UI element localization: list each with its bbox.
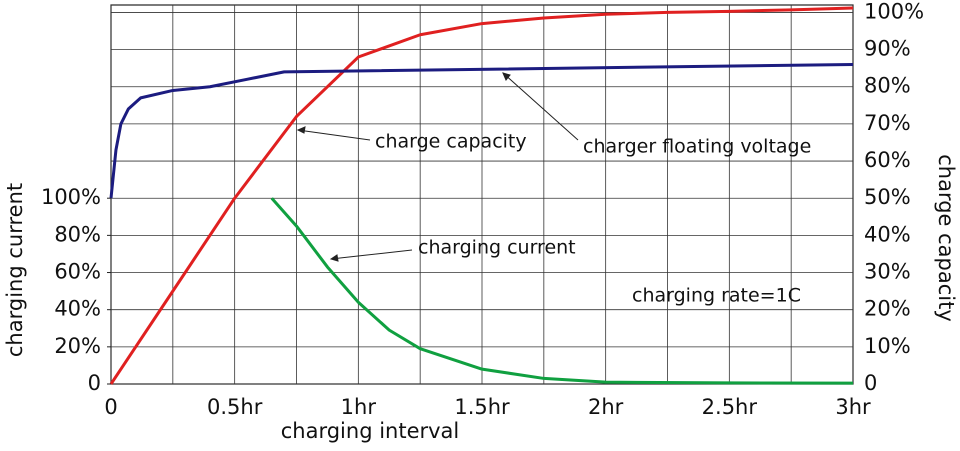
lines — [109, 6, 854, 385]
y-tick-label: 0 — [88, 371, 101, 395]
y-tick-label: 40% — [54, 297, 101, 321]
series-line — [109, 62, 854, 199]
y-tick-label: 60% — [54, 260, 101, 284]
y2-tick-label: 100% — [864, 0, 924, 23]
arrow — [502, 72, 579, 141]
y2-tick-label: 30% — [864, 260, 911, 284]
x-tick-label: 0 — [104, 395, 117, 419]
grid — [110, 5, 854, 385]
y2-tick-label: 60% — [864, 148, 911, 172]
annotation: charge capacity — [375, 131, 527, 153]
y2-tick-label: 10% — [864, 334, 911, 358]
annotation-arrows — [296, 72, 579, 262]
annotation: charging rate=1C — [632, 285, 801, 307]
x-axis-title: charging interval — [281, 419, 460, 443]
y-tick-label: 100% — [41, 185, 101, 209]
y2-tick-label: 40% — [864, 222, 911, 246]
y2-tick-label: 90% — [864, 37, 911, 61]
annotation: charging current — [418, 237, 576, 259]
y2-tick-label: 70% — [864, 111, 911, 135]
y2-axis-title: charge capacity — [934, 154, 958, 322]
y-axis-title: charging current — [3, 183, 27, 357]
x-tick-label: 1.5hr — [454, 395, 510, 419]
series-line — [109, 6, 854, 385]
arrow — [297, 129, 371, 141]
y2-tick-label: 80% — [864, 74, 911, 98]
arrow — [330, 249, 413, 260]
arrowhead — [329, 254, 339, 262]
series-line — [270, 197, 854, 385]
y-tick-label: 80% — [54, 222, 101, 246]
annotation: charger floating voltage — [583, 136, 811, 158]
x-tick-label: 2.5hr — [702, 395, 758, 419]
x-tick-label: 0.5hr — [207, 395, 263, 419]
x-tick-label: 3hr — [835, 395, 871, 419]
y2-tick-label: 0 — [864, 371, 877, 395]
y-tick-label: 20% — [54, 334, 101, 358]
y2-tick-label: 20% — [864, 297, 911, 321]
arrowhead — [296, 126, 306, 134]
x-tick-label: 1hr — [341, 395, 377, 419]
arrowhead — [502, 72, 511, 81]
y2-tick-label: 50% — [864, 185, 911, 209]
x-tick-label: 2hr — [588, 395, 624, 419]
